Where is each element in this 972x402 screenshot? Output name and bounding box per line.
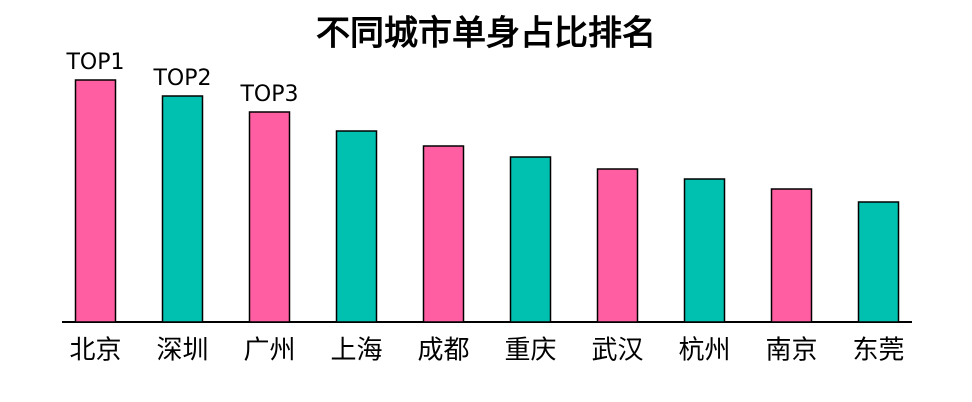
x-tick-label: 武汉 bbox=[591, 336, 643, 366]
bar bbox=[683, 178, 726, 323]
annotation: TOP3 bbox=[239, 82, 298, 107]
bar bbox=[74, 79, 117, 323]
bar bbox=[509, 156, 552, 323]
x-tick-label: 深圳 bbox=[156, 336, 208, 366]
chart-title: 不同城市单身占比排名 bbox=[316, 14, 656, 54]
x-tick-label: 成都 bbox=[417, 336, 469, 366]
bar bbox=[596, 168, 639, 323]
x-tick-label: 上海 bbox=[330, 336, 382, 366]
bar bbox=[857, 201, 900, 323]
bar bbox=[161, 95, 204, 323]
annotation: TOP1 bbox=[65, 50, 124, 75]
bar bbox=[422, 145, 465, 323]
bar bbox=[248, 111, 291, 323]
bar bbox=[770, 188, 813, 323]
x-tick-label: 重庆 bbox=[504, 336, 556, 366]
x-tick-label: 南京 bbox=[765, 336, 817, 366]
annotation: TOP2 bbox=[152, 66, 211, 91]
x-tick-label: 东莞 bbox=[852, 336, 904, 366]
x-tick-label: 广州 bbox=[243, 336, 295, 366]
x-tick-label: 杭州 bbox=[678, 336, 730, 366]
x-tick-label: 北京 bbox=[69, 336, 121, 366]
bar bbox=[335, 130, 378, 323]
